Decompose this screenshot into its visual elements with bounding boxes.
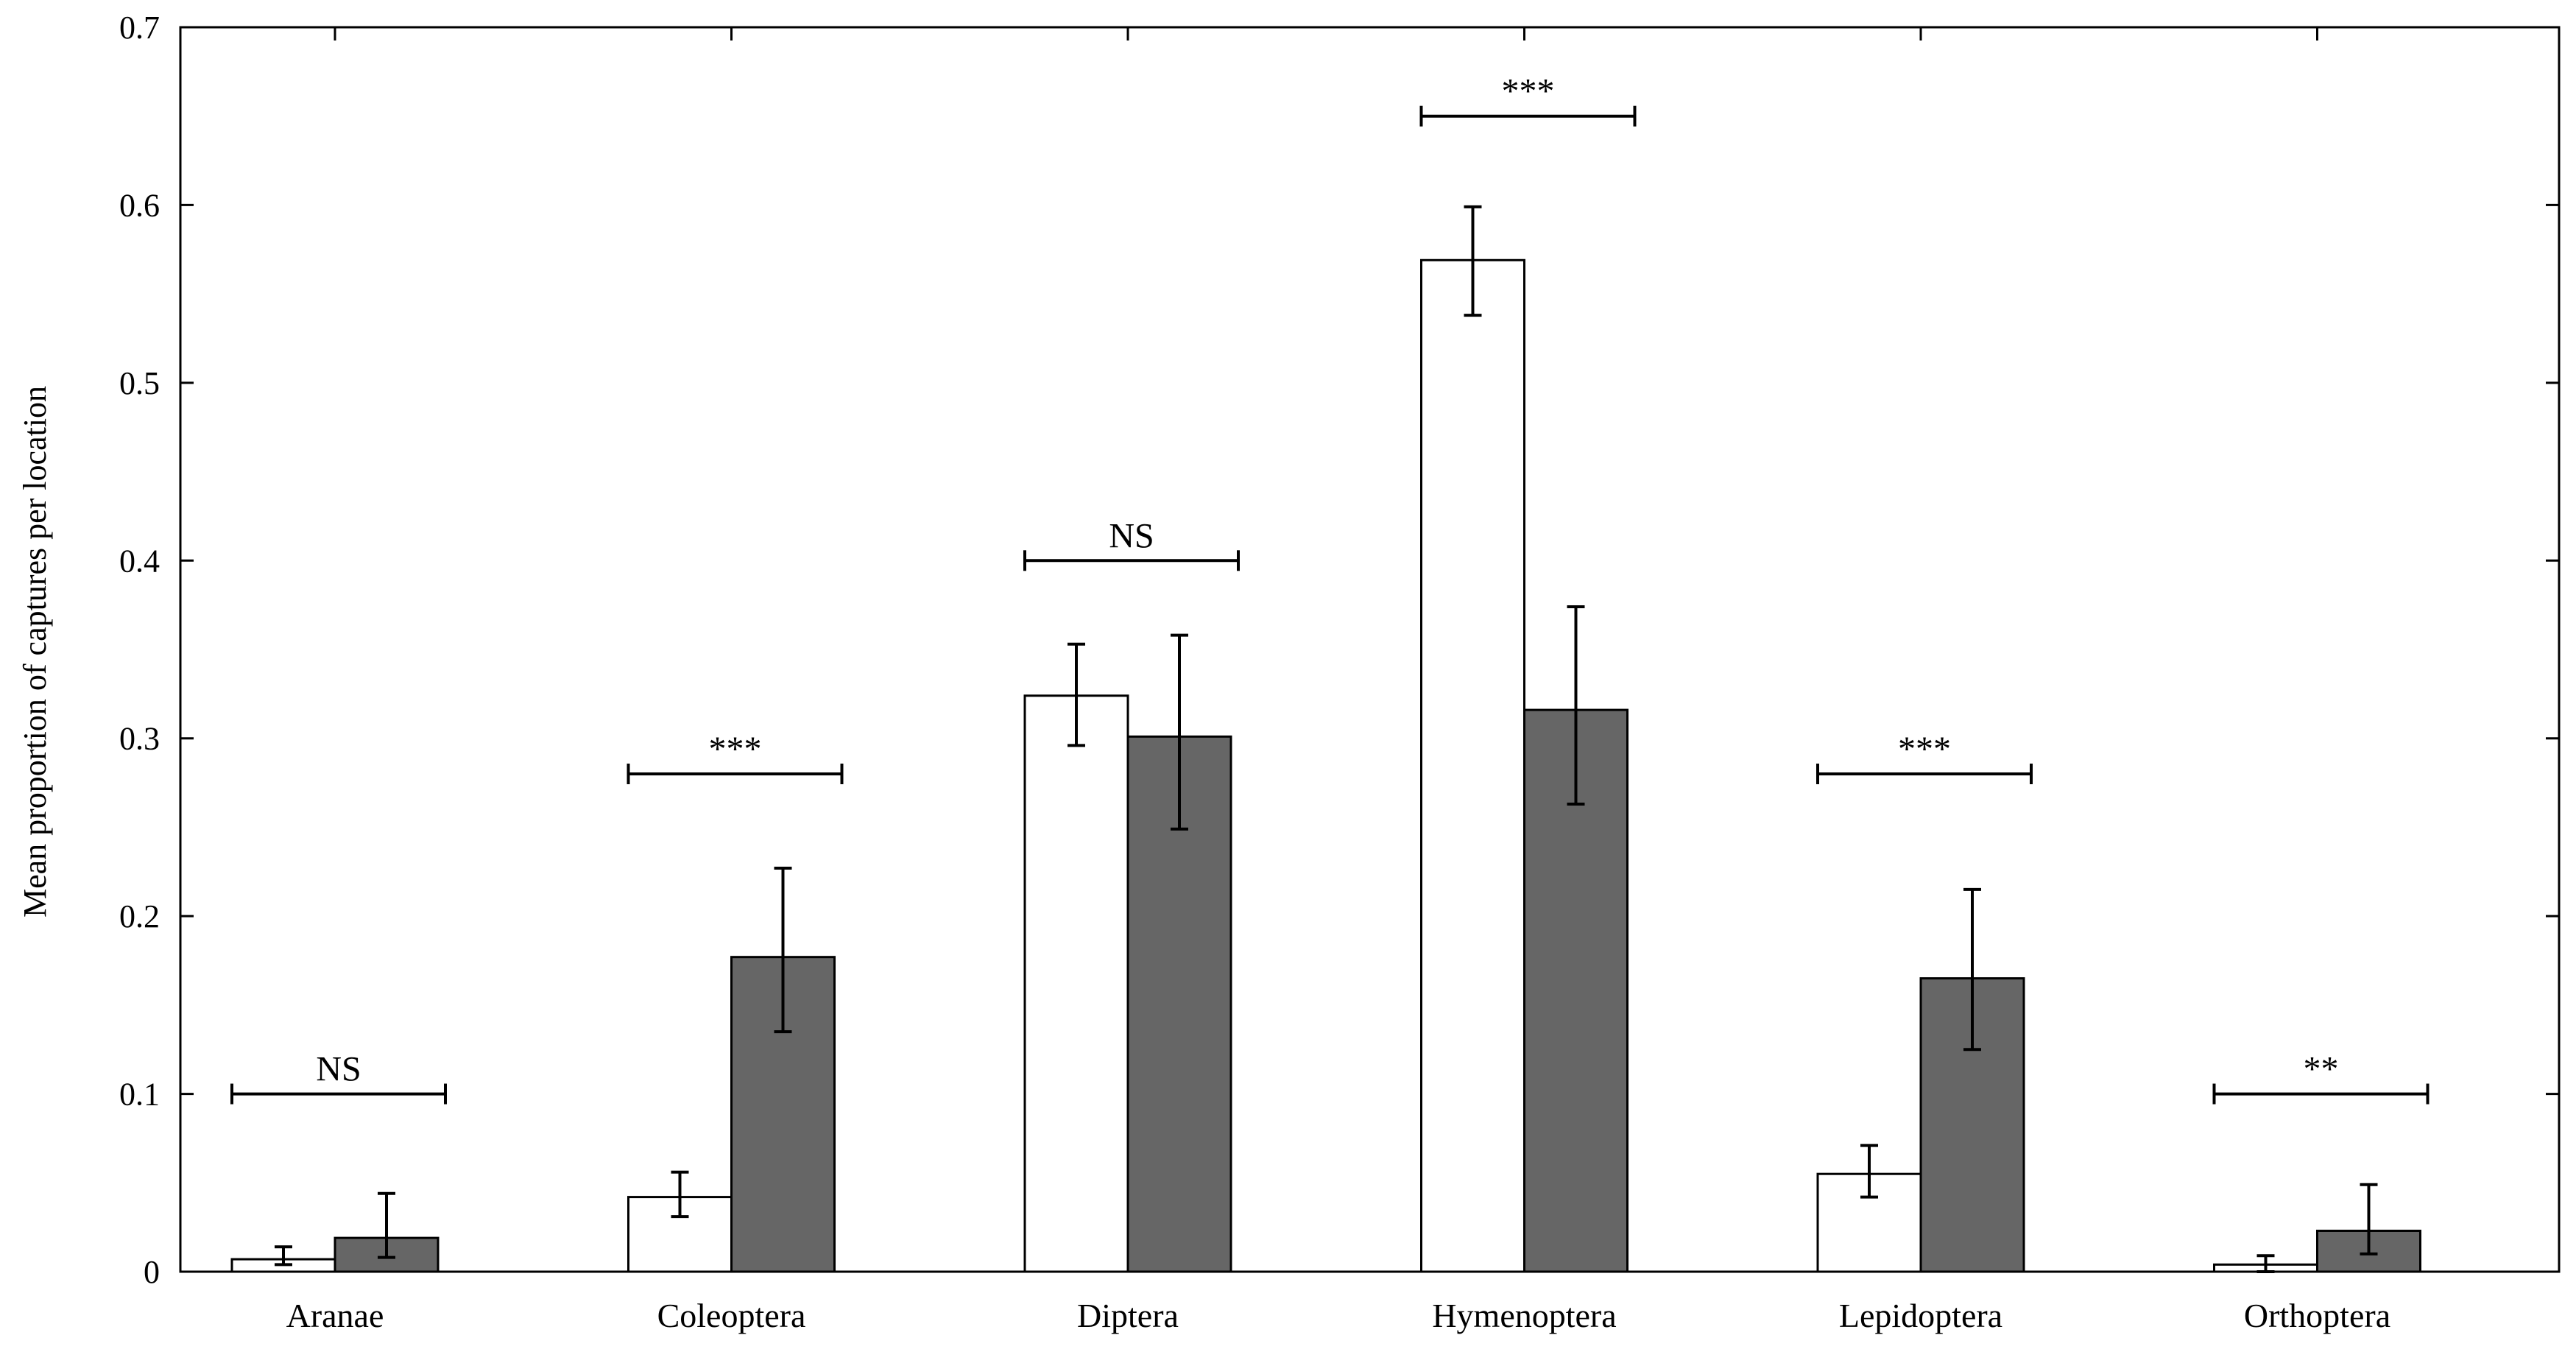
y-tick-label: 0.1 [119,1077,160,1113]
y-tick-label: 0.2 [119,898,160,934]
significance-label-coleoptera: *** [709,730,762,769]
plot-frame [179,26,2561,1273]
significance-label-hymenoptera: *** [1502,72,1555,111]
y-tick-label: 0.7 [119,10,160,46]
y-tick-label: 0.5 [119,365,160,401]
x-tick-label-hymenoptera: Hymenoptera [1432,1297,1616,1334]
x-tick-label-lepidoptera: Lepidoptera [1839,1297,2002,1334]
significance-label-orthoptera: ** [2304,1050,2339,1089]
bar-diptera-series-1 [1023,694,1129,1273]
significance-label-aranae: NS [316,1050,361,1089]
x-tick-label-coleoptera: Coleoptera [657,1297,806,1334]
bar-hymenoptera-series-1 [1420,258,1525,1273]
significance-label-diptera: NS [1109,516,1154,555]
y-tick-label: 0.6 [119,187,160,223]
x-tick-label-diptera: Diptera [1077,1297,1179,1334]
x-tick-label-aranae: Aranae [286,1297,384,1334]
y-tick-label: 0.4 [119,543,160,579]
significance-label-lepidoptera: *** [1898,730,1951,769]
y-tick-label: 0.3 [119,721,160,757]
y-tick-label: 0 [144,1254,160,1290]
y-axis-label: Mean proportion of captures per location [17,386,53,917]
x-tick-label-orthoptera: Orthoptera [2244,1297,2390,1334]
